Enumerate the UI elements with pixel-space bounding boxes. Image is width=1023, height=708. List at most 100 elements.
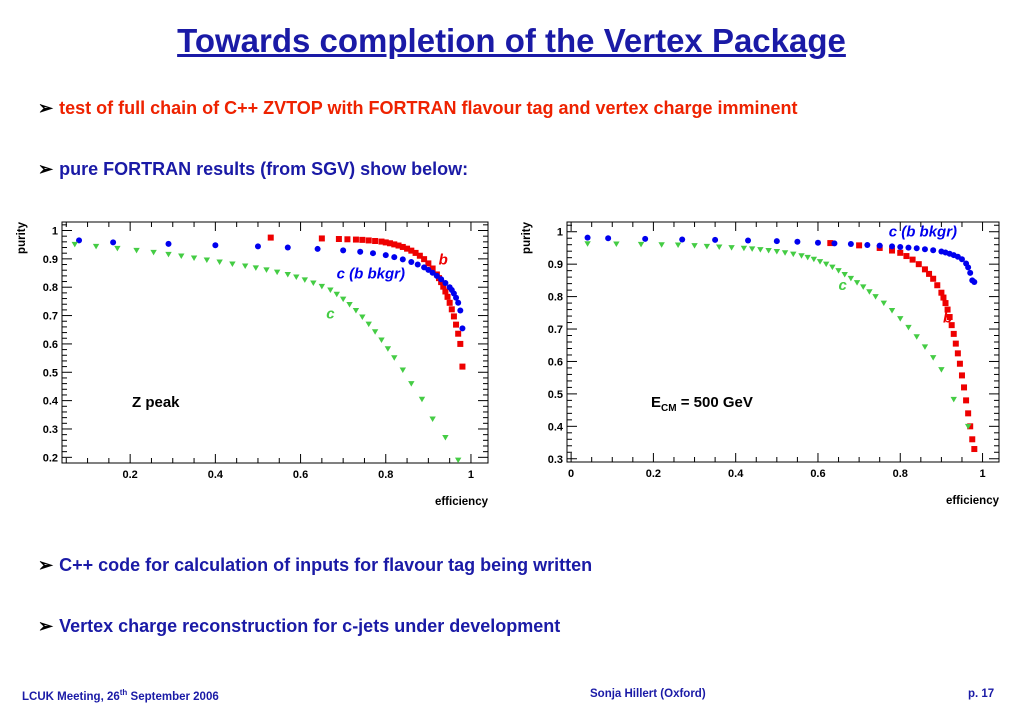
bullet-text: test of full chain of C++ ZVTOP with FOR… (59, 98, 798, 118)
data-point (254, 243, 261, 250)
data-point (457, 307, 464, 314)
data-point (267, 234, 274, 241)
data-point (453, 321, 460, 328)
data-point (408, 247, 415, 254)
series-c (71, 241, 462, 464)
data-point (442, 434, 449, 441)
footer-meeting: LCUK Meeting, 26th September 2006 (22, 688, 219, 703)
data-point (950, 330, 957, 337)
x-tick-label: 0.2 (123, 469, 138, 481)
data-point (926, 270, 933, 277)
data-point (757, 247, 764, 253)
data-point (703, 243, 711, 250)
data-point (459, 325, 466, 332)
x-tick-label: 0.4 (728, 468, 744, 480)
data-point (344, 236, 351, 243)
data-point (455, 330, 462, 337)
data-point (412, 249, 419, 256)
y-tick-label: 1 (52, 226, 58, 238)
data-point (942, 300, 949, 307)
data-point (399, 243, 406, 250)
chart-500-gev: 0 0.2 0.4 0.6 0.8 1 0.3 0.4 0.5 0.6 0.7 0.8 0.9 1 effi… (521, 221, 1000, 507)
y-tick-label: 0.3 (43, 424, 58, 436)
footer-author: Sonja Hillert (Oxford) (590, 688, 706, 700)
bullet-text: C++ code for calculation of inputs for f… (59, 555, 593, 575)
data-point (216, 259, 223, 265)
data-point (765, 248, 772, 254)
data-point (938, 367, 945, 373)
bullet-item: ➢ Vertex charge reconstruction for c-jets… (38, 616, 560, 637)
data-point (365, 321, 372, 328)
data-point (876, 242, 883, 249)
data-point (425, 266, 432, 273)
data-point (165, 240, 172, 247)
data-point (357, 248, 364, 255)
data-point (459, 363, 466, 370)
y-axis-label: purity (521, 221, 533, 254)
data-point (418, 396, 426, 403)
data-point (438, 276, 445, 283)
data-point (263, 267, 270, 273)
bullet-arrow-icon: ➢ (38, 555, 54, 575)
data-point (946, 314, 953, 321)
data-point (378, 238, 385, 245)
data-point (178, 253, 185, 260)
data-point (190, 255, 198, 262)
y-tick-label: 0.3 (548, 454, 563, 466)
bullet-item: ➢ C++ code for calculation of inputs for … (38, 555, 592, 576)
data-point (339, 296, 347, 303)
series-b (827, 240, 978, 453)
x-tick-label: 1 (979, 468, 985, 480)
data-point (429, 269, 436, 276)
data-point (958, 256, 965, 263)
data-point (929, 355, 937, 361)
data-point (940, 294, 947, 301)
data-point (810, 256, 818, 263)
data-point (584, 241, 591, 247)
x-tick-label: 0.8 (378, 469, 393, 481)
data-point (880, 300, 887, 307)
data-point (745, 237, 752, 244)
data-point (327, 287, 334, 294)
data-point (391, 241, 398, 248)
series-c-b-bkgr- (76, 237, 466, 332)
plot-frame (566, 221, 1000, 463)
data-point (816, 259, 824, 265)
data-point (212, 242, 219, 249)
data-point (950, 396, 957, 403)
series-label: c (326, 305, 335, 322)
bullet-arrow-icon: ➢ (38, 98, 54, 118)
data-point (716, 244, 723, 250)
data-point (318, 235, 325, 242)
data-point (395, 242, 402, 249)
data-point (961, 384, 968, 391)
data-point (429, 416, 436, 423)
data-point (252, 265, 260, 271)
data-point (408, 258, 415, 265)
data-point (921, 246, 928, 253)
data-point (450, 313, 457, 320)
footer-meeting-text: LCUK Meeting, 26 (22, 690, 120, 703)
x-tick-label: 0 (568, 468, 574, 480)
data-point (804, 254, 811, 261)
data-point (352, 236, 359, 243)
data-point (382, 252, 389, 259)
data-point (847, 275, 855, 282)
data-point (691, 243, 698, 249)
data-point (860, 284, 867, 290)
data-point (952, 340, 959, 347)
data-point (399, 256, 406, 263)
data-point (457, 340, 464, 347)
data-point (790, 251, 797, 258)
footer-meeting-rest: September 2006 (127, 690, 219, 703)
data-point (425, 260, 432, 267)
x-tick-label: 0.8 (893, 468, 908, 480)
data-point (930, 247, 937, 254)
data-point (293, 274, 300, 281)
data-point (399, 367, 406, 374)
data-point (823, 261, 830, 268)
data-point (391, 355, 398, 361)
bullet-arrow-icon: ➢ (38, 159, 54, 179)
y-tick-label: 1 (557, 227, 563, 239)
data-point (728, 245, 735, 251)
